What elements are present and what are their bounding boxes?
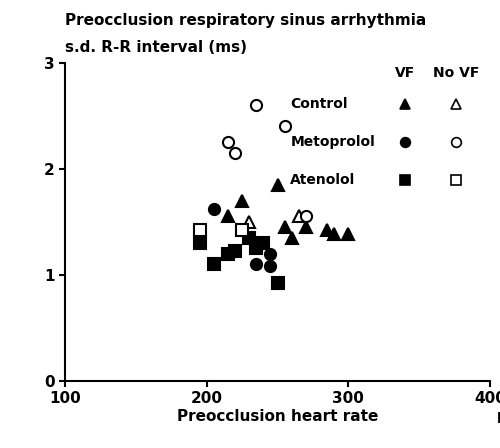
X-axis label: Preocclusion heart rate: Preocclusion heart rate bbox=[177, 409, 378, 424]
Text: Control: Control bbox=[290, 97, 348, 111]
Text: beats/min: beats/min bbox=[497, 411, 500, 425]
Text: s.d. R-R interval (ms): s.d. R-R interval (ms) bbox=[65, 40, 247, 55]
Text: Preocclusion respiratory sinus arrhythmia: Preocclusion respiratory sinus arrhythmi… bbox=[65, 13, 426, 28]
Text: No VF: No VF bbox=[433, 66, 479, 80]
Text: Metoprolol: Metoprolol bbox=[290, 135, 375, 149]
Text: Atenolol: Atenolol bbox=[290, 173, 356, 187]
Text: VF: VF bbox=[395, 66, 415, 80]
